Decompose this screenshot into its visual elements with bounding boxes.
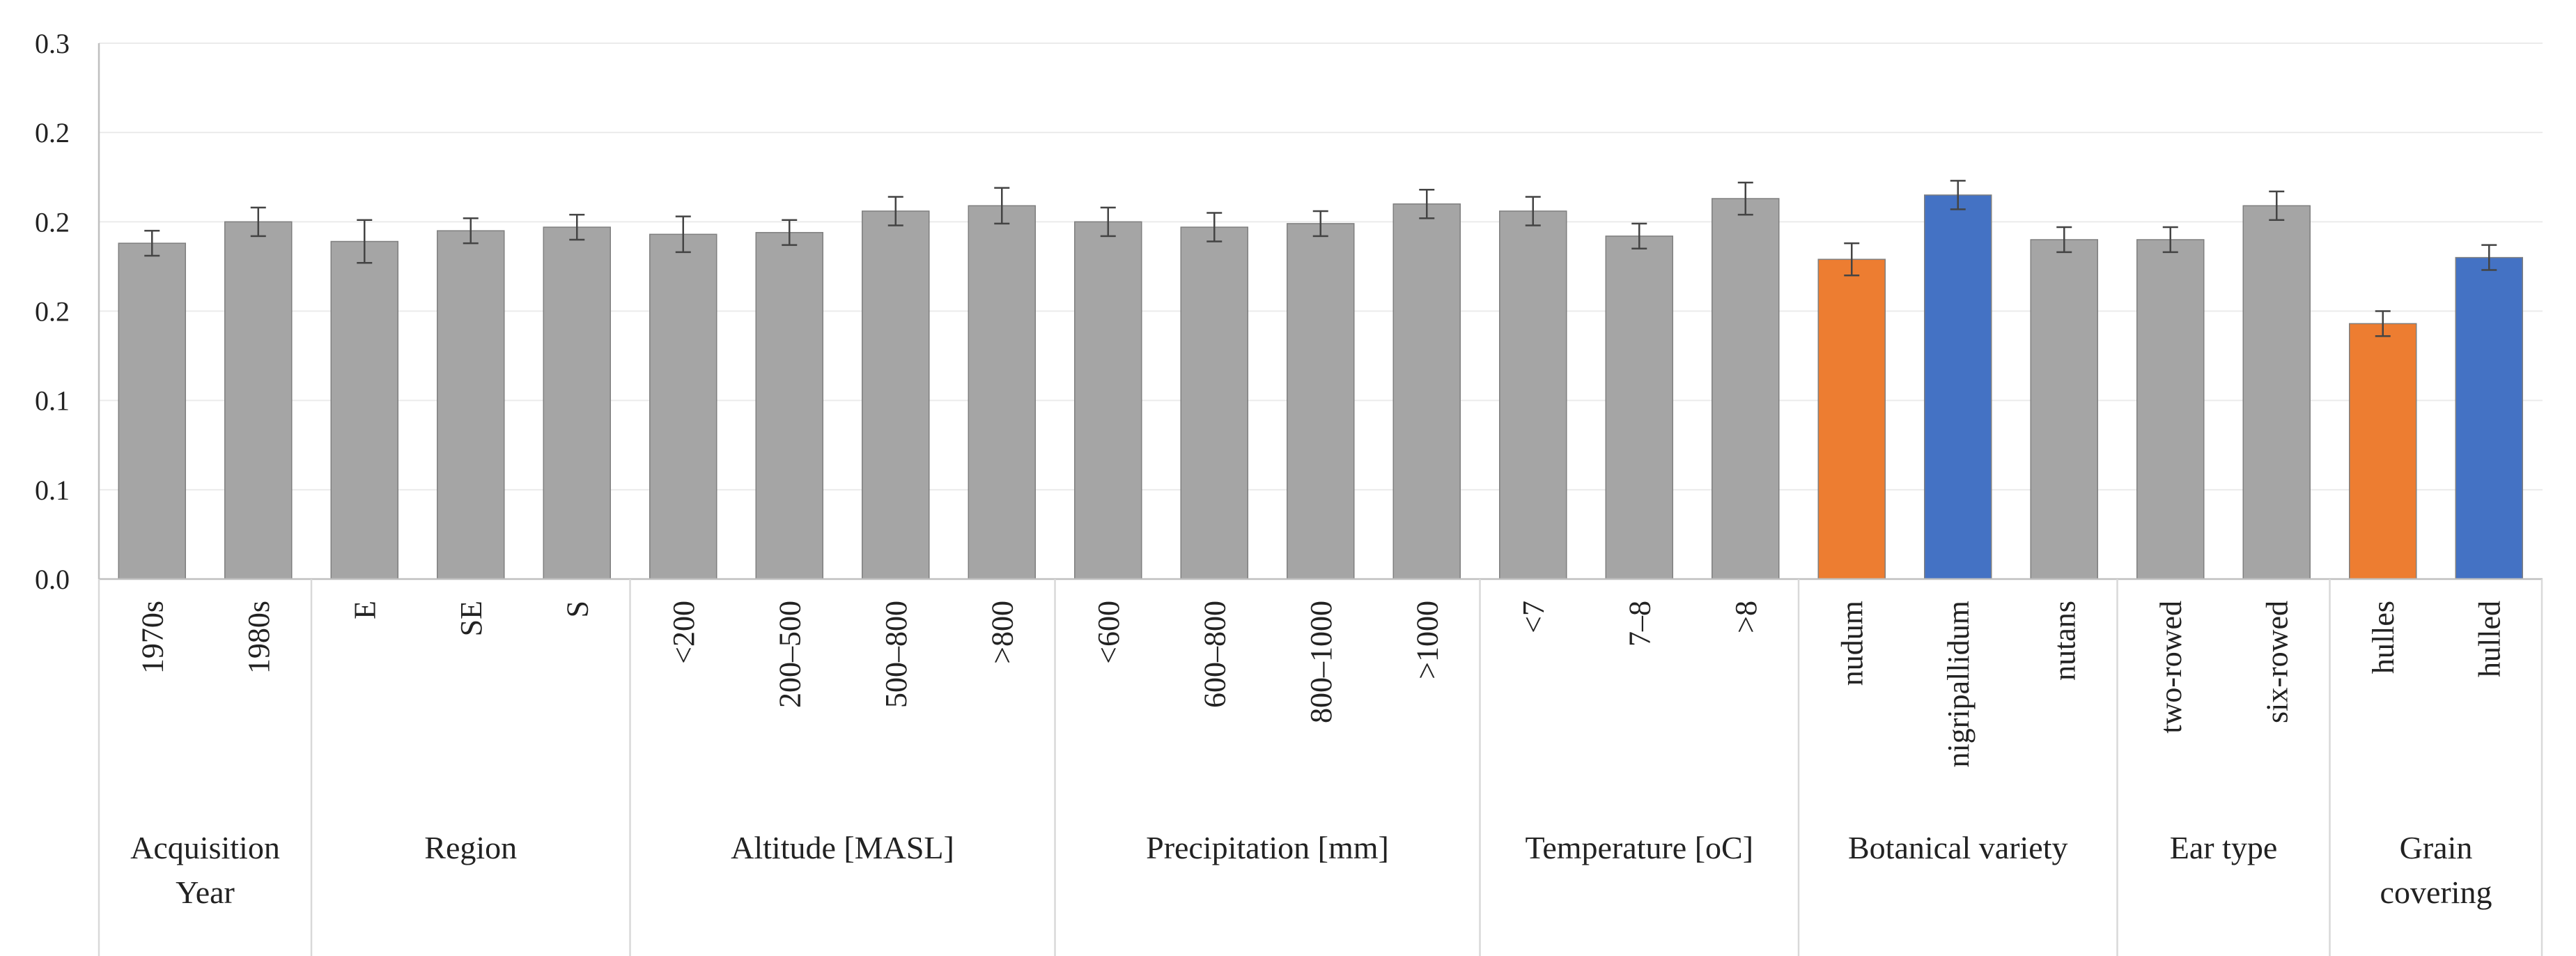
error-bar <box>1206 212 1223 242</box>
x-tick-label: 500–800 <box>879 601 913 708</box>
error-bar <box>2269 190 2285 222</box>
error-bar <box>887 196 903 226</box>
x-tick-label: hulles <box>2366 601 2400 674</box>
group-label-line: Year <box>176 874 235 910</box>
bar->1000 <box>1392 203 1461 580</box>
bar-hulled <box>2455 256 2523 580</box>
y-tick-label: 0.2 <box>35 206 70 238</box>
bar-E <box>330 240 398 580</box>
x-tick-label: <600 <box>1092 601 1126 664</box>
error-bar <box>1631 222 1647 250</box>
x-tick-label: 600–800 <box>1197 601 1232 708</box>
error-bar <box>2375 310 2391 337</box>
x-tick-label: nutans <box>2047 601 2081 681</box>
error-bar <box>357 219 373 264</box>
group-label-line: Temperature [oC] <box>1525 830 1753 865</box>
y-tick-label: 0.2 <box>35 296 70 327</box>
group-label-line: Altitude [MASL] <box>731 830 954 865</box>
bar-<7 <box>1499 210 1567 580</box>
error-bar <box>1950 180 1966 210</box>
error-bar <box>1844 242 1860 277</box>
x-tick-label: 800–1000 <box>1304 601 1338 723</box>
x-tick-label: >1000 <box>1410 601 1444 679</box>
x-tick-label: >8 <box>1729 601 1763 633</box>
y-tick-label: 0.1 <box>35 385 70 417</box>
error-bar <box>569 213 585 241</box>
x-tick-label: nudum <box>1835 601 1869 686</box>
error-bar <box>2481 244 2497 271</box>
group-label: Acquisition Year <box>130 830 280 910</box>
bar-S <box>543 226 611 580</box>
bar-1980s <box>224 221 293 580</box>
x-tick-label: SE <box>454 601 488 636</box>
error-bar <box>250 206 266 238</box>
error-bar <box>994 187 1010 225</box>
group-label-line: Acquisition <box>130 830 280 865</box>
error-bar <box>675 215 691 254</box>
y-tick-label: 0.0 <box>35 564 70 595</box>
group-label: Region <box>424 830 517 865</box>
bar-nudum <box>1817 259 1886 580</box>
x-tick-label: six-rowed <box>2260 601 2294 723</box>
x-tick-label: <7 <box>1516 601 1551 633</box>
group-label: Ear type <box>2170 830 2278 865</box>
bars <box>118 180 2523 580</box>
y-axis-ticks: 0.0 0.1 0.1 0.2 0.2 0.2 0.3 <box>35 28 70 595</box>
bar-500–800 <box>862 210 930 580</box>
x-tick-label: >800 <box>985 601 1019 664</box>
bar-7–8 <box>1605 236 1673 580</box>
error-bar <box>2056 226 2072 254</box>
bar-two-rowed <box>2136 239 2205 580</box>
bar-<200 <box>649 233 717 580</box>
x-tick-label: 7–8 <box>1622 601 1656 647</box>
y-tick-label: 0.3 <box>35 28 70 59</box>
x-tick-label: hulled <box>2472 601 2506 677</box>
group-label: Grain covering <box>2380 830 2492 910</box>
bar->800 <box>968 205 1036 580</box>
bar-1970s <box>118 242 186 580</box>
bar-800–1000 <box>1287 223 1355 580</box>
group-label: Botanical variety <box>1848 830 2068 865</box>
group-label-line: Region <box>424 830 517 865</box>
error-bar <box>144 229 160 257</box>
y-tick-label: 0.2 <box>35 117 70 148</box>
bar-hulles <box>2349 323 2417 580</box>
error-bar <box>1419 188 1435 219</box>
y-tick-label: 0.1 <box>35 475 70 506</box>
error-bar <box>1312 210 1328 238</box>
x-tick-label: E <box>348 601 382 619</box>
bar-six-rowed <box>2242 205 2311 580</box>
bar-600–800 <box>1180 226 1248 580</box>
x-tick-label: S <box>560 601 594 617</box>
error-bar <box>1100 206 1116 238</box>
category-labels: 1970s 1980s Acquisition Year E SE S Region <200 2… <box>130 601 2506 910</box>
x-tick-label: 1970s <box>135 601 169 674</box>
bar-SE <box>437 230 505 580</box>
error-bar <box>782 219 798 246</box>
bar-<600 <box>1074 221 1142 580</box>
bar-nigripallidum <box>1924 194 1992 580</box>
x-tick-label: <200 <box>667 601 701 664</box>
error-bar <box>463 217 479 245</box>
error-bar <box>2162 226 2178 254</box>
group-label-line: covering <box>2380 874 2492 910</box>
x-tick-label: nigripallidum <box>1941 601 1976 768</box>
group-label: Temperature [oC] <box>1525 830 1753 865</box>
bar-nutans <box>2030 239 2098 580</box>
group-label-line: Botanical variety <box>1848 830 2068 865</box>
group-label-line: Ear type <box>2170 830 2278 865</box>
x-tick-label: 200–500 <box>773 601 807 708</box>
error-bar <box>1737 181 1753 216</box>
group-label-line: Grain <box>2400 830 2473 865</box>
x-tick-label: two-rowed <box>2154 601 2188 734</box>
error-bar <box>1525 196 1541 226</box>
group-label: Precipitation [mm] <box>1146 830 1389 865</box>
group-label: Altitude [MASL] <box>731 830 954 865</box>
x-tick-label: 1980s <box>242 601 276 674</box>
group-label-line: Precipitation [mm] <box>1146 830 1389 865</box>
axes <box>98 43 2543 956</box>
bar->8 <box>1712 198 1780 580</box>
bar-200–500 <box>755 231 823 580</box>
